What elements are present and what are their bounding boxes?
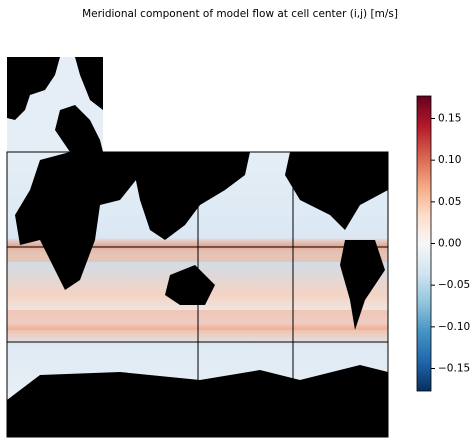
colorbar-tick-label: 0.00 — [438, 238, 461, 250]
map — [6, 57, 389, 438]
title: Meridional component of model flow at ce… — [82, 8, 398, 20]
colorbar-tick-label: 0.05 — [438, 196, 461, 208]
colorbar-tick-label: 0.10 — [438, 154, 461, 166]
colorbar — [416, 95, 432, 392]
colorbar-tick-label: 0.15 — [438, 113, 461, 125]
colorbar-tick-label: −0.15 — [438, 363, 470, 375]
colorbar-tick-label: −0.05 — [438, 279, 470, 291]
colorbar-tick-label: −0.10 — [438, 321, 470, 333]
